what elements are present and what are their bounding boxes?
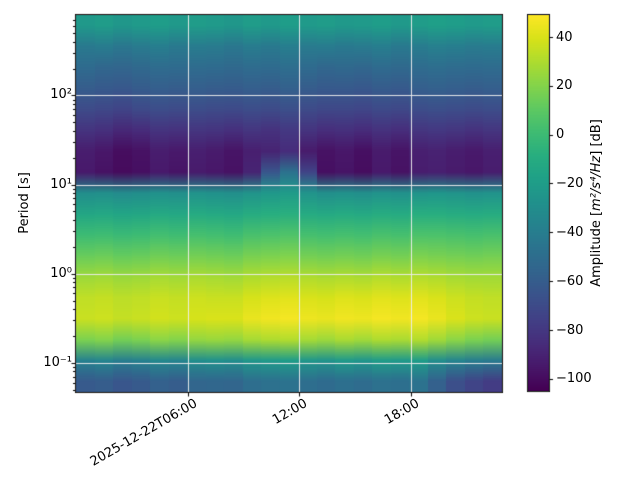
cb-tick-label-m60: −60	[556, 274, 584, 289]
colorbar-label: Amplitude [m²/s⁴/Hz] [dB]	[589, 119, 604, 287]
colorbar-label-units: m²/s⁴/Hz	[589, 155, 604, 211]
cb-tick-label-20: 20	[556, 78, 573, 93]
x-tick-label-1200: 12:00	[270, 396, 310, 428]
colorbar-label-suffix: ] [dB]	[589, 119, 604, 156]
colorbar-label-prefix: Amplitude [	[589, 210, 604, 287]
y-tick-label-1s: 10⁰	[50, 266, 72, 281]
cb-tick-label-m80: −80	[556, 323, 584, 338]
cb-tick-label-m40: −40	[556, 225, 584, 240]
spectrogram-heatmap	[76, 15, 502, 392]
cb-tick-label-0: 0	[556, 127, 565, 142]
cb-tick-label-m100: −100	[556, 371, 592, 386]
y-tick-label-01s: 10⁻¹	[43, 355, 72, 370]
x-tick-label-0600: 2025-12-22T06:00	[87, 396, 200, 470]
x-tick-label-1800: 18:00	[382, 396, 422, 428]
y-tick-label-10s: 10¹	[50, 177, 72, 192]
cb-tick-label-40: 40	[556, 30, 573, 45]
y-tick-label-100s: 10²	[50, 87, 72, 102]
y-axis-label: Period [s]	[17, 172, 32, 234]
colorbar-gradient	[528, 15, 549, 391]
cb-tick-label-m20: −20	[556, 176, 584, 191]
